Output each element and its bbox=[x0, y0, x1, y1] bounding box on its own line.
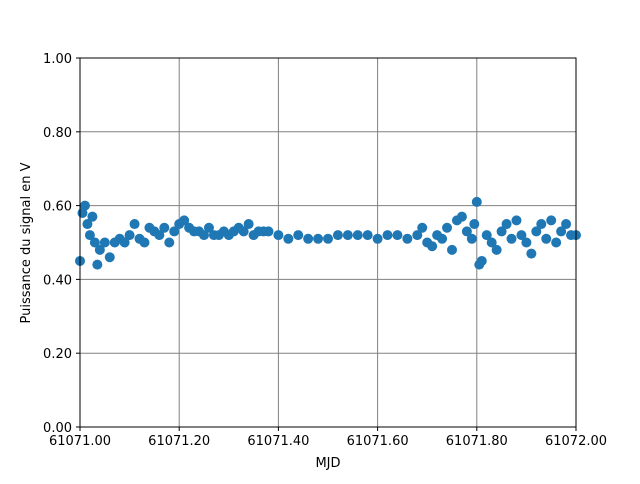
point bbox=[169, 226, 180, 237]
y-tick-label: 0.20 bbox=[43, 347, 72, 362]
y-tick-label: 1.00 bbox=[43, 52, 72, 67]
point bbox=[352, 230, 363, 241]
point bbox=[273, 230, 284, 241]
point bbox=[89, 237, 100, 248]
point bbox=[481, 230, 492, 241]
point bbox=[243, 219, 254, 230]
point bbox=[476, 255, 487, 266]
point bbox=[447, 244, 457, 255]
point bbox=[154, 230, 165, 241]
point bbox=[203, 222, 214, 233]
point bbox=[536, 219, 547, 230]
x-tick-label: 61071.00 bbox=[49, 434, 111, 449]
point bbox=[469, 219, 480, 230]
y-tick-label: 0.00 bbox=[43, 421, 72, 436]
point bbox=[332, 230, 343, 241]
point bbox=[442, 222, 453, 233]
point bbox=[402, 233, 413, 244]
x-tick-label: 61071.80 bbox=[446, 434, 508, 449]
point bbox=[82, 219, 93, 230]
point bbox=[92, 259, 103, 270]
point bbox=[496, 226, 507, 237]
point bbox=[541, 233, 552, 244]
point bbox=[87, 211, 98, 222]
point bbox=[159, 222, 170, 233]
point bbox=[531, 226, 542, 237]
point bbox=[372, 233, 383, 244]
y-tick-label: 0.80 bbox=[43, 126, 72, 141]
point bbox=[303, 233, 314, 244]
point bbox=[471, 196, 482, 207]
point bbox=[99, 237, 110, 248]
point bbox=[362, 230, 373, 241]
point bbox=[94, 244, 105, 255]
point bbox=[486, 237, 497, 248]
point bbox=[179, 215, 190, 226]
point bbox=[263, 226, 274, 237]
point bbox=[79, 200, 90, 211]
point bbox=[417, 222, 428, 233]
x-tick-label: 61071.40 bbox=[247, 434, 309, 449]
point bbox=[521, 237, 532, 248]
point bbox=[466, 233, 477, 244]
point bbox=[164, 237, 175, 248]
x-tick-label: 61071.60 bbox=[347, 434, 409, 449]
y-axis-label: Puissance du signal en V bbox=[19, 162, 34, 323]
point bbox=[104, 252, 115, 263]
point bbox=[412, 230, 423, 241]
y-tick-label: 0.60 bbox=[43, 200, 72, 215]
point bbox=[491, 244, 502, 255]
point bbox=[546, 215, 557, 226]
point bbox=[427, 241, 438, 252]
point bbox=[313, 233, 324, 244]
point bbox=[129, 219, 140, 230]
point bbox=[501, 219, 512, 230]
point bbox=[456, 211, 467, 222]
point bbox=[516, 230, 527, 241]
point bbox=[84, 230, 95, 241]
point bbox=[437, 233, 448, 244]
point bbox=[556, 226, 567, 237]
point bbox=[461, 226, 472, 237]
plot-frame bbox=[79, 57, 577, 428]
x-tick-label: 61071.20 bbox=[148, 434, 210, 449]
x-axis-label: MJD bbox=[315, 456, 340, 471]
point bbox=[293, 230, 304, 241]
point bbox=[392, 230, 403, 241]
point bbox=[551, 237, 562, 248]
point bbox=[342, 230, 353, 241]
y-tick-label: 0.40 bbox=[43, 273, 72, 288]
point bbox=[119, 237, 130, 248]
point bbox=[199, 230, 209, 241]
x-tick-label: 61072.00 bbox=[545, 434, 607, 449]
point bbox=[283, 233, 294, 244]
point bbox=[561, 219, 572, 230]
point bbox=[506, 233, 517, 244]
point bbox=[382, 230, 393, 241]
point bbox=[124, 230, 135, 241]
point bbox=[238, 226, 249, 237]
point bbox=[511, 215, 522, 226]
point bbox=[323, 233, 333, 244]
point bbox=[526, 248, 537, 259]
point bbox=[139, 237, 150, 248]
